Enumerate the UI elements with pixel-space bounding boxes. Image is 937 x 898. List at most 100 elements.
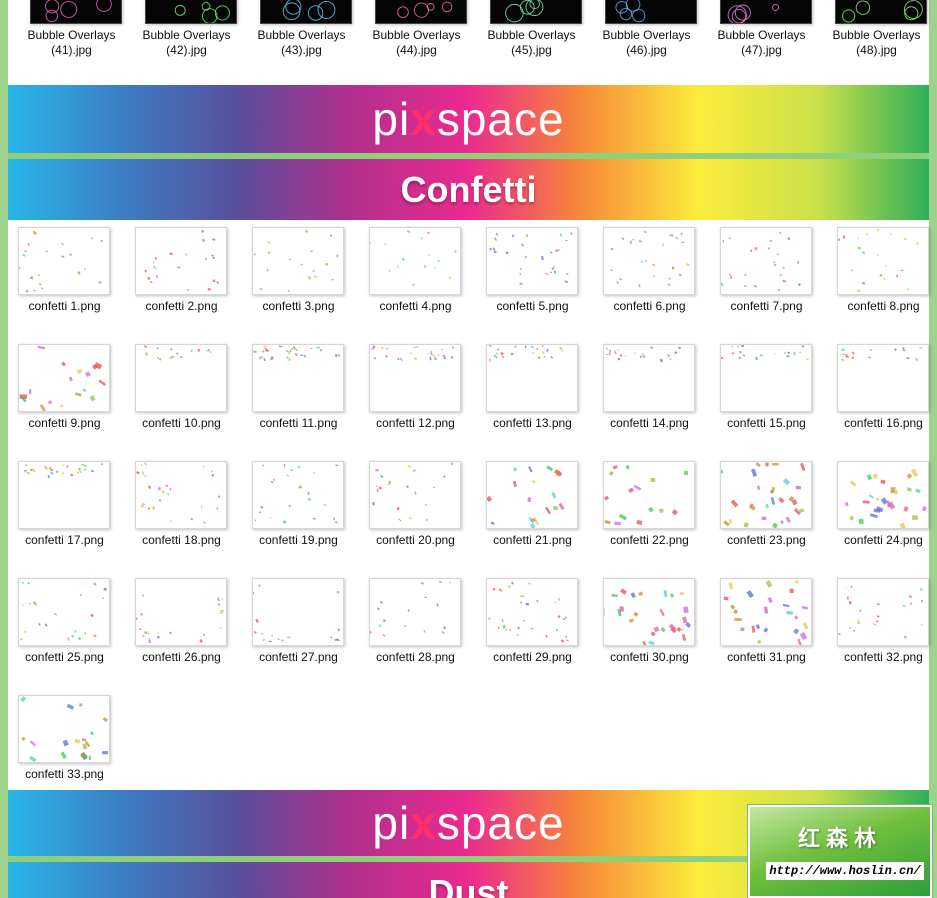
confetti-thumbnail[interactable] <box>252 227 344 295</box>
file-name-label[interactable]: Bubble Overlays (43).jpg <box>243 28 360 58</box>
confetti-thumbnail[interactable] <box>603 461 695 529</box>
file-name-label[interactable]: confetti 24.png <box>844 533 923 547</box>
bubble-thumbnail[interactable] <box>605 0 697 24</box>
file-name-label[interactable]: confetti 13.png <box>493 416 572 430</box>
file-name-label[interactable]: Bubble Overlays (44).jpg <box>358 28 475 58</box>
file-name-label[interactable]: confetti 32.png <box>844 650 923 664</box>
confetti-thumbnail[interactable] <box>837 227 929 295</box>
bubble-thumbnail[interactable] <box>145 0 237 24</box>
file-name-label[interactable]: confetti 6.png <box>613 299 686 313</box>
confetti-thumbnail[interactable] <box>837 344 929 412</box>
file-name-label[interactable]: confetti 4.png <box>379 299 452 313</box>
confetti-piece <box>388 480 392 484</box>
bubble-thumbnail[interactable] <box>835 0 927 24</box>
file-name-label[interactable]: Bubble Overlays (41).jpg <box>13 28 130 58</box>
confetti-thumbnail[interactable] <box>18 578 110 646</box>
confetti-thumbnail[interactable] <box>603 227 695 295</box>
confetti-thumbnail[interactable] <box>135 461 227 529</box>
confetti-piece <box>207 287 211 291</box>
confetti-piece <box>510 352 514 356</box>
confetti-thumbnail[interactable] <box>486 227 578 295</box>
confetti-piece <box>379 624 381 627</box>
file-name-label[interactable]: confetti 11.png <box>259 416 338 430</box>
confetti-piece <box>152 261 155 264</box>
file-name-label[interactable]: confetti 12.png <box>376 416 455 430</box>
file-name-label[interactable]: confetti 23.png <box>727 533 806 547</box>
file-name-label[interactable]: Bubble Overlays (47).jpg <box>703 28 820 58</box>
confetti-piece <box>779 273 783 277</box>
file-name-label[interactable]: confetti 21.png <box>493 533 572 547</box>
confetti-thumbnail[interactable] <box>369 344 461 412</box>
bubble-thumbnail[interactable] <box>260 0 352 24</box>
bubble <box>772 3 780 11</box>
confetti-thumbnail[interactable] <box>135 344 227 412</box>
confetti-thumbnail[interactable] <box>18 344 110 412</box>
confetti-thumbnail[interactable] <box>837 461 929 529</box>
confetti-thumbnail[interactable] <box>252 344 344 412</box>
file-name-label[interactable]: confetti 17.png <box>25 533 104 547</box>
confetti-thumbnail[interactable] <box>135 578 227 646</box>
confetti-piece <box>334 520 338 524</box>
bubble-thumbnail[interactable] <box>490 0 582 24</box>
file-name-label[interactable]: confetti 14.png <box>610 416 689 430</box>
file-name-label[interactable]: confetti 3.png <box>262 299 335 313</box>
file-name-label[interactable]: confetti 15.png <box>727 416 806 430</box>
bubble-thumbnail[interactable] <box>30 0 122 24</box>
file-name-label[interactable]: confetti 27.png <box>259 650 338 664</box>
confetti-piece <box>47 474 50 479</box>
bubble-thumbnail[interactable] <box>720 0 812 24</box>
confetti-thumbnail[interactable] <box>252 461 344 529</box>
file-name-line: (43).jpg <box>281 43 322 57</box>
confetti-piece <box>755 624 761 630</box>
file-name-label[interactable]: confetti 26.png <box>142 650 221 664</box>
file-name-label[interactable]: confetti 20.png <box>376 533 455 547</box>
file-name-label[interactable]: confetti 16.png <box>844 416 923 430</box>
confetti-thumbnail[interactable] <box>486 461 578 529</box>
confetti-thumbnail[interactable] <box>18 227 110 295</box>
confetti-thumbnail[interactable] <box>18 695 110 763</box>
confetti-thumbnail[interactable] <box>720 344 812 412</box>
confetti-thumbnail[interactable] <box>720 461 812 529</box>
confetti-thumbnail[interactable] <box>252 578 344 646</box>
file-name-label[interactable]: Bubble Overlays (48).jpg <box>818 28 935 58</box>
file-name-label[interactable]: confetti 9.png <box>28 416 101 430</box>
file-name-label[interactable]: confetti 7.png <box>730 299 803 313</box>
file-name-label[interactable]: Bubble Overlays (45).jpg <box>473 28 590 58</box>
confetti-thumbnail[interactable] <box>369 461 461 529</box>
file-name-label[interactable]: confetti 31.png <box>727 650 806 664</box>
file-name-label[interactable]: confetti 29.png <box>493 650 572 664</box>
confetti-piece <box>100 239 104 243</box>
confetti-thumbnail[interactable] <box>135 227 227 295</box>
file-name-label[interactable]: confetti 25.png <box>25 650 104 664</box>
bubble-thumbnail[interactable] <box>375 0 467 24</box>
file-name-label[interactable]: confetti 2.png <box>145 299 218 313</box>
confetti-piece <box>136 617 138 620</box>
confetti-piece <box>640 260 644 264</box>
file-name-label[interactable]: confetti 1.png <box>28 299 101 313</box>
file-name-label[interactable]: confetti 30.png <box>610 650 689 664</box>
confetti-thumbnail[interactable] <box>486 578 578 646</box>
file-name-label[interactable]: Bubble Overlays (46).jpg <box>588 28 705 58</box>
confetti-piece <box>203 633 206 636</box>
confetti-thumbnail[interactable] <box>486 344 578 412</box>
file-name-label[interactable]: confetti 5.png <box>496 299 569 313</box>
file-name-label[interactable]: confetti 19.png <box>259 533 338 547</box>
file-name-label[interactable]: confetti 22.png <box>610 533 689 547</box>
confetti-thumbnail[interactable] <box>18 461 110 529</box>
confetti-piece <box>749 503 754 508</box>
confetti-thumbnail[interactable] <box>603 344 695 412</box>
file-name-label[interactable]: Bubble Overlays (42).jpg <box>128 28 245 58</box>
file-name-label[interactable]: confetti 33.png <box>25 767 104 781</box>
file-name-label[interactable]: confetti 10.png <box>142 416 221 430</box>
confetti-thumbnail[interactable] <box>369 227 461 295</box>
file-name-label[interactable]: confetti 28.png <box>376 650 455 664</box>
file-name-label[interactable]: confetti 18.png <box>142 533 221 547</box>
confetti-thumbnail[interactable] <box>837 578 929 646</box>
file-name-label[interactable]: confetti 8.png <box>847 299 920 313</box>
confetti-piece <box>868 356 872 359</box>
confetti-thumbnail[interactable] <box>720 578 812 646</box>
confetti-piece <box>253 253 256 256</box>
confetti-thumbnail[interactable] <box>369 578 461 646</box>
confetti-thumbnail[interactable] <box>720 227 812 295</box>
confetti-thumbnail[interactable] <box>603 578 695 646</box>
